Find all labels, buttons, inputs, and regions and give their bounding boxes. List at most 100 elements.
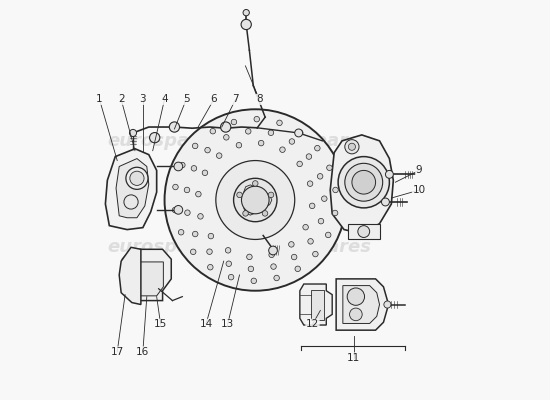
Circle shape	[262, 211, 268, 216]
Circle shape	[241, 19, 251, 30]
Polygon shape	[348, 224, 379, 240]
Circle shape	[178, 230, 184, 235]
Text: 5: 5	[183, 94, 190, 104]
Circle shape	[277, 120, 282, 126]
Circle shape	[243, 211, 248, 216]
Circle shape	[126, 167, 148, 189]
Circle shape	[318, 218, 324, 224]
Circle shape	[192, 231, 198, 237]
Circle shape	[226, 261, 232, 266]
Text: 14: 14	[199, 319, 213, 329]
Polygon shape	[330, 135, 393, 234]
Text: eurospares: eurospares	[257, 238, 371, 256]
Circle shape	[315, 146, 320, 151]
Circle shape	[192, 143, 198, 149]
Circle shape	[322, 196, 327, 202]
Circle shape	[243, 10, 249, 16]
Circle shape	[184, 187, 190, 193]
Circle shape	[312, 251, 318, 257]
Circle shape	[172, 207, 178, 213]
Circle shape	[306, 154, 312, 159]
Circle shape	[216, 160, 295, 240]
Circle shape	[269, 246, 277, 255]
Circle shape	[307, 181, 313, 186]
Text: eurospares: eurospares	[108, 132, 222, 150]
Polygon shape	[106, 149, 157, 230]
Polygon shape	[336, 279, 387, 330]
Circle shape	[174, 162, 183, 171]
Text: 7: 7	[232, 94, 239, 104]
Circle shape	[274, 275, 279, 281]
Text: 10: 10	[412, 185, 426, 195]
Circle shape	[180, 162, 185, 168]
Circle shape	[384, 301, 391, 308]
Circle shape	[196, 191, 201, 197]
Text: 6: 6	[211, 94, 217, 104]
Circle shape	[245, 128, 251, 134]
Circle shape	[338, 157, 389, 208]
Circle shape	[258, 140, 264, 146]
Text: 17: 17	[111, 347, 124, 357]
Circle shape	[208, 233, 213, 239]
Circle shape	[248, 266, 254, 272]
Circle shape	[350, 308, 362, 321]
Text: 13: 13	[221, 319, 234, 329]
Polygon shape	[311, 290, 324, 320]
Text: 9: 9	[416, 166, 422, 176]
Circle shape	[226, 248, 231, 253]
Circle shape	[308, 238, 314, 244]
Polygon shape	[122, 249, 171, 300]
Circle shape	[303, 224, 309, 230]
Circle shape	[130, 171, 144, 186]
Circle shape	[298, 130, 303, 136]
Circle shape	[150, 132, 160, 143]
Circle shape	[241, 186, 269, 214]
Circle shape	[217, 153, 222, 158]
Circle shape	[327, 165, 332, 170]
Text: 12: 12	[306, 319, 319, 329]
Circle shape	[268, 192, 274, 198]
Circle shape	[124, 195, 138, 209]
Circle shape	[246, 254, 252, 260]
Circle shape	[251, 278, 256, 284]
Circle shape	[347, 288, 365, 305]
Circle shape	[254, 116, 260, 122]
Circle shape	[271, 264, 276, 269]
Text: eurospares: eurospares	[257, 132, 371, 150]
Text: 8: 8	[256, 94, 262, 104]
Polygon shape	[300, 284, 332, 325]
Circle shape	[310, 203, 315, 209]
Circle shape	[236, 192, 243, 198]
Polygon shape	[116, 158, 149, 218]
Circle shape	[269, 252, 274, 258]
Circle shape	[234, 178, 277, 222]
Circle shape	[297, 161, 302, 167]
Circle shape	[207, 249, 212, 254]
Circle shape	[280, 147, 285, 152]
Polygon shape	[130, 262, 163, 296]
Circle shape	[164, 109, 346, 291]
Text: eurospares: eurospares	[108, 238, 222, 256]
Circle shape	[205, 147, 210, 153]
Circle shape	[332, 210, 338, 216]
Circle shape	[289, 242, 294, 247]
Polygon shape	[119, 247, 141, 304]
Polygon shape	[343, 286, 379, 324]
Circle shape	[202, 170, 208, 176]
Circle shape	[358, 226, 370, 238]
Circle shape	[221, 122, 231, 132]
Circle shape	[348, 143, 355, 150]
Circle shape	[197, 214, 204, 219]
Circle shape	[268, 130, 274, 136]
Text: 4: 4	[161, 94, 168, 104]
Text: 3: 3	[140, 94, 146, 104]
Circle shape	[169, 122, 179, 132]
Text: 15: 15	[154, 319, 167, 329]
Circle shape	[345, 163, 383, 201]
Circle shape	[382, 198, 389, 206]
Text: 1: 1	[96, 94, 103, 104]
Circle shape	[190, 249, 196, 254]
Text: 2: 2	[118, 94, 124, 104]
Circle shape	[295, 129, 302, 137]
Circle shape	[223, 134, 229, 140]
